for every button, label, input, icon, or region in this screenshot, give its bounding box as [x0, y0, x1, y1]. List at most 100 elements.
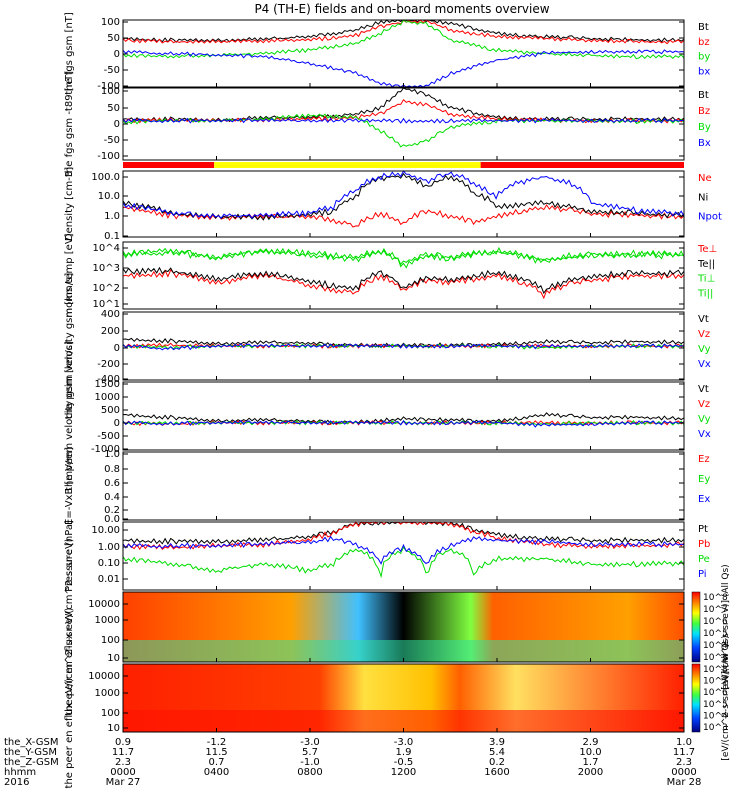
- colorbar-tick-label: 10^5: [703, 629, 728, 639]
- y-tick-label: 1000: [95, 392, 120, 403]
- x-tick-value: 1.0: [676, 737, 692, 748]
- y-tick-label: 10^2: [93, 283, 120, 294]
- y-tick-label: 0.4: [104, 492, 120, 503]
- mode-segment: [123, 162, 215, 168]
- mode-segment: [480, 162, 684, 168]
- legend-Pb: Pb: [698, 539, 710, 550]
- colorbar-tick-label: 10^4: [703, 641, 728, 651]
- y-axis-label: the peem velocity gsm [km/s]: [64, 341, 75, 491]
- x-tick-date: Mar 28: [667, 777, 702, 788]
- legend-Vt: Vt: [698, 384, 709, 395]
- panel-background: [123, 522, 684, 590]
- legend-bz: bz: [698, 37, 710, 48]
- y-tick-label: 50: [107, 103, 120, 114]
- x-tick-date: Mar 27: [106, 777, 141, 788]
- legend-Vz: Vz: [698, 399, 710, 410]
- x-tick-value: -3.0: [394, 737, 414, 748]
- legend-Pi: Pi: [698, 569, 707, 580]
- legend-Npot: Npot: [698, 212, 722, 223]
- colorbar-tick-label: 10^4: [703, 711, 728, 721]
- panel-background: [123, 88, 684, 160]
- legend-Bt: Bt: [698, 90, 709, 101]
- colorbar-label: [eV/(cm^2-s-sr-eV)] (All Qs): [721, 564, 731, 689]
- panel-peem_velocity: Vt Vz Vy Vx 1500 1000 500 0 -500 -1000 the peem ve…: [64, 341, 711, 491]
- y-axis-label: moms temp [eV]: [64, 233, 75, 317]
- legend-Vt: Vt: [698, 314, 709, 325]
- y-tick-label: -1000: [91, 444, 120, 455]
- y-tick-label: 0: [114, 343, 120, 354]
- legend-bx: bx: [698, 66, 710, 77]
- y-tick-label: 10^4: [93, 243, 120, 254]
- heatmap-band: [123, 710, 684, 732]
- y-tick-label: 1000: [95, 615, 120, 626]
- y-tick-label: 0: [114, 119, 120, 130]
- x-tick-value: 11.7: [673, 747, 695, 758]
- mode-bar: [123, 162, 684, 168]
- legend-Ez: Ez: [698, 454, 710, 465]
- y-tick-label: 10^3: [93, 263, 120, 274]
- x-tick-value: 1600: [484, 767, 509, 778]
- series-line-Ti⊥: [122, 246, 685, 266]
- y-tick-label: 400: [101, 309, 120, 320]
- x-tick-value: 5.4: [489, 747, 505, 758]
- y-tick-label: 0.0: [104, 514, 120, 525]
- y-tick-label: 10.00: [91, 525, 120, 536]
- panel-peim_velocity: Vt Vz Vy Vx 400 200 0 -200 -400 the peim velocity…: [64, 273, 711, 420]
- y-tick-label: 0.8: [104, 464, 120, 475]
- y-tick-label: 100: [101, 17, 120, 28]
- x-tick-value: 0000: [671, 767, 696, 778]
- y-tick-label: 1000: [95, 688, 120, 699]
- x-tick-value: -0.5: [394, 757, 414, 768]
- legend-Vz: Vz: [698, 329, 710, 340]
- y-tick-label: 0.2: [104, 505, 120, 516]
- x-row-label: the_X-GSM: [4, 737, 58, 748]
- legend-Ti⊥: Ti⊥: [697, 274, 715, 285]
- colorbar: [691, 591, 701, 663]
- y-tick-label: -400: [97, 374, 120, 385]
- panel-background: [123, 452, 684, 520]
- x-row-label: 2016: [4, 777, 29, 788]
- colorbar-tick-label: 10^7: [703, 677, 728, 687]
- colorbar-tick-label: 10^5: [703, 700, 728, 710]
- x-tick-value: 11.5: [205, 747, 227, 758]
- y-axis-label: the peim velocity gsm [km/s]: [64, 273, 75, 420]
- y-axis-label: Density [cm-3]: [64, 167, 75, 241]
- x-tick-value: -3.0: [300, 737, 320, 748]
- x-row-label: hhmm: [4, 767, 36, 778]
- series-line-Ti||: [122, 248, 685, 269]
- colorbar-label: [eV/(cm^2-s-sr-eV)] (All Qs): [721, 635, 731, 760]
- x-row-label: the_Y-GSM: [4, 747, 57, 758]
- legend-Vx: Vx: [698, 429, 711, 440]
- series-line-Vx: [122, 343, 685, 351]
- x-tick-value: 2.9: [583, 737, 599, 748]
- series-line-Pi: [122, 535, 685, 565]
- y-tick-label: 10000: [88, 671, 120, 682]
- panel-background: [123, 20, 684, 87]
- y-tick-label: 1.0: [104, 449, 120, 460]
- y-tick-label: 10^1: [93, 299, 120, 310]
- panel-pressure: Pt Pb Pe Pi 10.00 1.00 0.10 0.01 Pressure [nPa]: [64, 520, 710, 592]
- y-tick-label: 1.00: [98, 542, 120, 553]
- series-line-Ni: [122, 172, 685, 221]
- legend-Bz: Bz: [698, 106, 710, 117]
- y-tick-label: -100: [97, 151, 120, 162]
- mode-segment: [214, 162, 481, 168]
- colorbar-tick-label: 10^7: [703, 605, 728, 615]
- x-tick-value: 0400: [204, 767, 229, 778]
- legend-Ni: Ni: [698, 192, 708, 203]
- legend-By: By: [698, 122, 711, 133]
- x-tick-value: 0000: [110, 767, 135, 778]
- y-tick-label: -50: [104, 65, 120, 76]
- y-axis-label: Pressure [nPa]: [64, 520, 75, 592]
- x-tick-value: -1.0: [300, 757, 320, 768]
- legend-Te⊥: Te⊥: [697, 244, 717, 255]
- panel-density: Ne Ni Npot 100.0 10.0 1.0 0.1 Density [cm-3]: [64, 167, 722, 242]
- x-tick-value: 11.7: [112, 747, 134, 758]
- panel-e_field: Ez Ey Ex 1.0 0.8 0.6 0.4 0.20.0 E=-VxB [mV/m]: [64, 447, 710, 525]
- y-tick-label: 1500: [95, 379, 120, 390]
- y-tick-label: 10000: [88, 599, 120, 610]
- series-line-Vt: [122, 412, 685, 425]
- series-line-Te⊥: [122, 269, 685, 300]
- y-tick-label: -200: [97, 359, 120, 370]
